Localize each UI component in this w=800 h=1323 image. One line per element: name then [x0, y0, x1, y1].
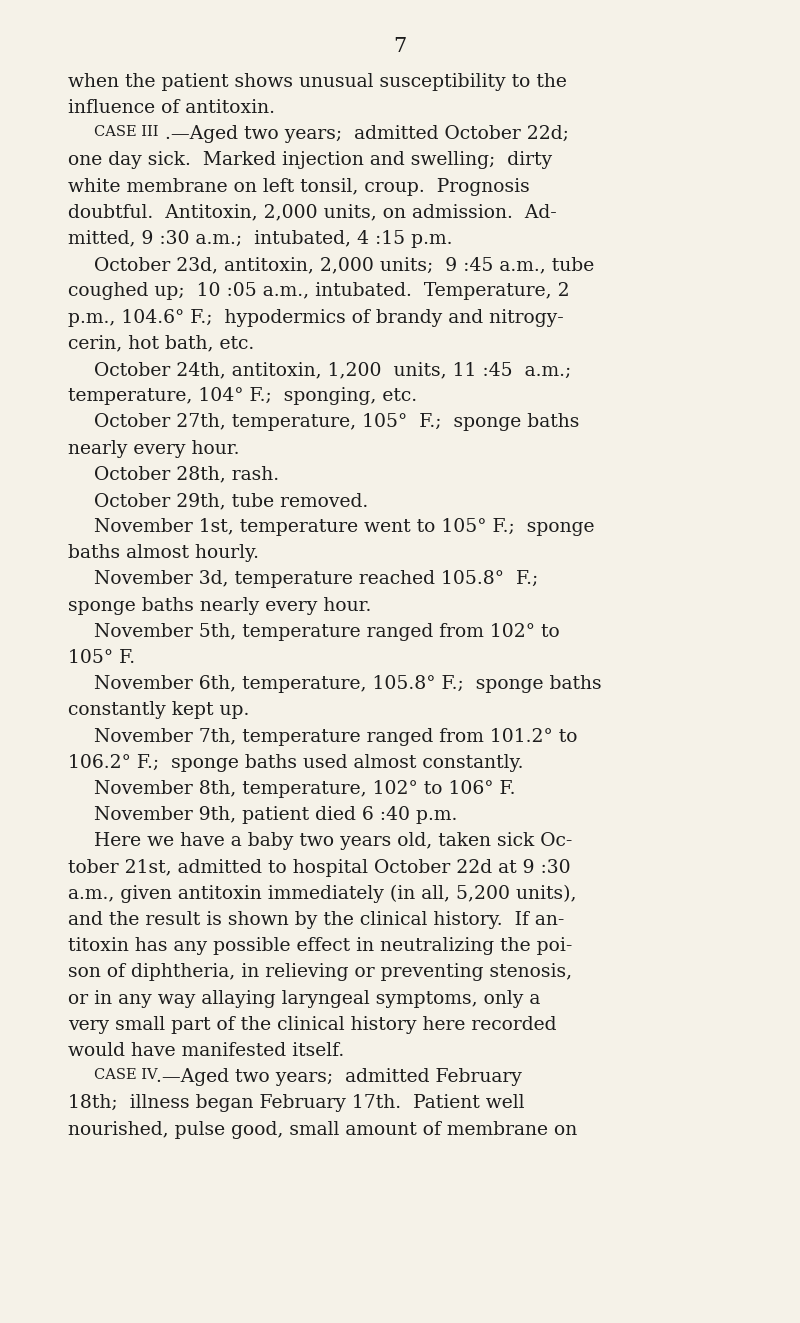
Text: .—Aged two years;  admitted February: .—Aged two years; admitted February [156, 1068, 522, 1086]
Text: November 8th, temperature, 102° to 106° F.: November 8th, temperature, 102° to 106° … [94, 781, 516, 798]
Text: coughed up;  10 :05 a.m., intubated.  Temperature, 2: coughed up; 10 :05 a.m., intubated. Temp… [68, 282, 570, 300]
Text: or in any way allaying laryngeal symptoms, only a: or in any way allaying laryngeal symptom… [68, 990, 540, 1008]
Text: November 6th, temperature, 105.8° F.;  sponge baths: November 6th, temperature, 105.8° F.; sp… [94, 675, 602, 693]
Text: cerin, hot bath, etc.: cerin, hot bath, etc. [68, 335, 254, 353]
Text: November 3d, temperature reached 105.8°  F.;: November 3d, temperature reached 105.8° … [94, 570, 538, 589]
Text: titoxin has any possible effect in neutralizing the poi-: titoxin has any possible effect in neutr… [68, 937, 572, 955]
Text: October 28th, rash.: October 28th, rash. [94, 466, 279, 484]
Text: and the result is shown by the clinical history.  If an-: and the result is shown by the clinical … [68, 912, 564, 929]
Text: nourished, pulse good, small amount of membrane on: nourished, pulse good, small amount of m… [68, 1121, 578, 1139]
Text: October 29th, tube removed.: October 29th, tube removed. [94, 492, 369, 509]
Text: doubtful.  Antitoxin, 2,000 units, on admission.  Ad-: doubtful. Antitoxin, 2,000 units, on adm… [68, 204, 557, 222]
Text: 18th;  illness began February 17th.  Patient well: 18th; illness began February 17th. Patie… [68, 1094, 525, 1113]
Text: October 24th, antitoxin, 1,200  units, 11 :45  a.m.;: October 24th, antitoxin, 1,200 units, 11… [94, 361, 572, 378]
Text: November 5th, temperature ranged from 102° to: November 5th, temperature ranged from 10… [94, 623, 560, 640]
Text: 7: 7 [394, 37, 406, 56]
Text: p.m., 104.6° F.;  hypodermics of brandy and nitrogy-: p.m., 104.6° F.; hypodermics of brandy a… [68, 308, 564, 327]
Text: October 23d, antitoxin, 2,000 units;  9 :45 a.m., tube: October 23d, antitoxin, 2,000 units; 9 :… [94, 257, 594, 274]
Text: would have manifested itself.: would have manifested itself. [68, 1043, 344, 1060]
Text: temperature, 104° F.;  sponging, etc.: temperature, 104° F.; sponging, etc. [68, 388, 417, 405]
Text: CASE III: CASE III [94, 126, 159, 139]
Text: son of diphtheria, in relieving or preventing stenosis,: son of diphtheria, in relieving or preve… [68, 963, 572, 982]
Text: November 1st, temperature went to 105° F.;  sponge: November 1st, temperature went to 105° F… [94, 519, 595, 536]
Text: CASE IV: CASE IV [94, 1068, 158, 1082]
Text: when the patient shows unusual susceptibility to the: when the patient shows unusual susceptib… [68, 73, 567, 91]
Text: constantly kept up.: constantly kept up. [68, 701, 250, 720]
Text: nearly every hour.: nearly every hour. [68, 439, 239, 458]
Text: baths almost hourly.: baths almost hourly. [68, 544, 259, 562]
Text: November 9th, patient died 6 :40 p.m.: November 9th, patient died 6 :40 p.m. [94, 806, 458, 824]
Text: tober 21st, admitted to hospital October 22d at 9 :30: tober 21st, admitted to hospital October… [68, 859, 570, 877]
Text: 105° F.: 105° F. [68, 650, 135, 667]
Text: 106.2° F.;  sponge baths used almost constantly.: 106.2° F.; sponge baths used almost cons… [68, 754, 523, 771]
Text: sponge baths nearly every hour.: sponge baths nearly every hour. [68, 597, 371, 615]
Text: a.m., given antitoxin immediately (in all, 5,200 units),: a.m., given antitoxin immediately (in al… [68, 885, 577, 904]
Text: November 7th, temperature ranged from 101.2° to: November 7th, temperature ranged from 10… [94, 728, 578, 746]
Text: very small part of the clinical history here recorded: very small part of the clinical history … [68, 1016, 557, 1033]
Text: October 27th, temperature, 105°  F.;  sponge baths: October 27th, temperature, 105° F.; spon… [94, 413, 580, 431]
Text: one day sick.  Marked injection and swelling;  dirty: one day sick. Marked injection and swell… [68, 151, 552, 169]
Text: influence of antitoxin.: influence of antitoxin. [68, 99, 275, 116]
Text: white membrane on left tonsil, croup.  Prognosis: white membrane on left tonsil, croup. Pr… [68, 177, 530, 196]
Text: .—Aged two years;  admitted October 22d;: .—Aged two years; admitted October 22d; [165, 126, 569, 143]
Text: Here we have a baby two years old, taken sick Oc-: Here we have a baby two years old, taken… [94, 832, 573, 851]
Text: mitted, 9 :30 a.m.;  intubated, 4 :15 p.m.: mitted, 9 :30 a.m.; intubated, 4 :15 p.m… [68, 230, 453, 247]
